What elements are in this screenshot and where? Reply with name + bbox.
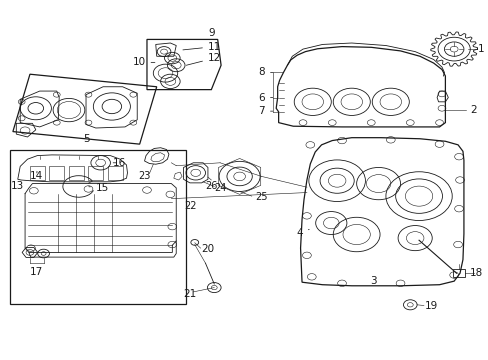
Bar	[452, 269, 465, 277]
Text: 12: 12	[186, 53, 221, 65]
Text: 21: 21	[183, 289, 196, 299]
Text: 17: 17	[30, 267, 43, 277]
Text: 16: 16	[113, 158, 126, 168]
Text: 18: 18	[469, 267, 482, 278]
Text: 23: 23	[138, 171, 150, 181]
Bar	[10, 149, 185, 304]
Text: 6: 6	[258, 93, 272, 103]
Text: 26: 26	[205, 181, 218, 191]
Bar	[88, 166, 103, 180]
Text: 20: 20	[201, 244, 214, 254]
Text: 10: 10	[132, 57, 155, 67]
Text: 8: 8	[258, 67, 272, 77]
Text: 25: 25	[255, 192, 267, 202]
Text: 5: 5	[82, 134, 89, 144]
Bar	[69, 166, 83, 180]
Bar	[30, 166, 44, 180]
Bar	[49, 166, 64, 180]
Text: 24: 24	[213, 183, 226, 193]
Text: 7: 7	[258, 106, 272, 116]
Text: 4: 4	[296, 228, 308, 238]
Text: 2: 2	[469, 105, 476, 115]
Text: 15: 15	[89, 183, 109, 193]
Bar	[108, 166, 122, 180]
Text: 14: 14	[30, 171, 43, 181]
Text: 13: 13	[10, 181, 23, 192]
Text: 3: 3	[369, 276, 376, 286]
Text: 22: 22	[184, 201, 197, 211]
Text: 19: 19	[424, 301, 437, 311]
Text: 11: 11	[183, 42, 221, 51]
Text: 1: 1	[477, 44, 483, 54]
Text: 9: 9	[208, 28, 215, 39]
